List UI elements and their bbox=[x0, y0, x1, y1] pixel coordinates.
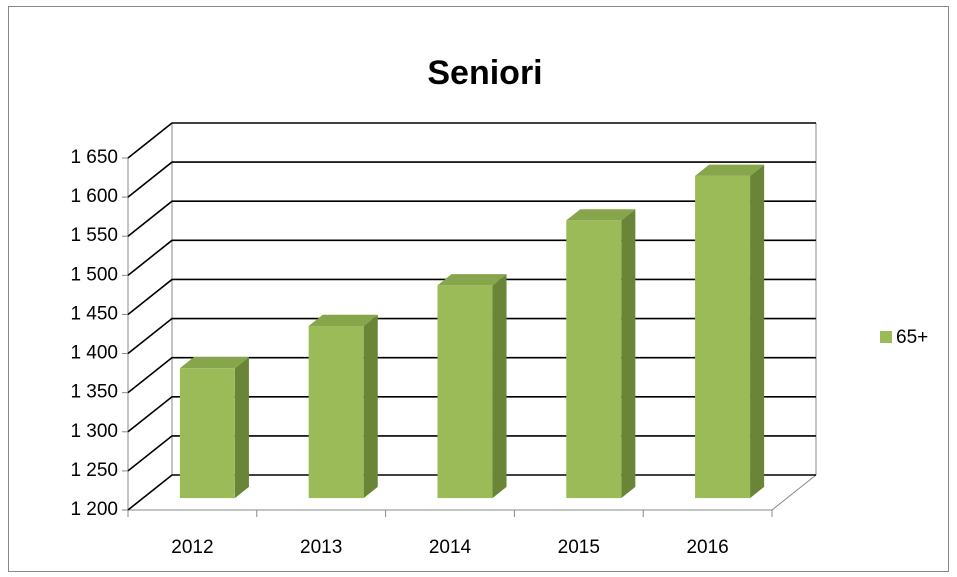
bar bbox=[437, 274, 507, 499]
bar-side bbox=[492, 274, 507, 499]
bar-top bbox=[437, 274, 507, 286]
grid-line bbox=[127, 122, 816, 159]
chart-title: Seniori bbox=[427, 54, 542, 92]
bar-top bbox=[179, 357, 249, 369]
bar-side bbox=[621, 209, 636, 499]
y-tick-label: 1 400 bbox=[70, 343, 118, 364]
bar-front bbox=[308, 326, 364, 499]
x-tick-label: 2015 bbox=[558, 537, 600, 558]
bar-front bbox=[437, 285, 493, 499]
y-tick-label: 1 250 bbox=[70, 460, 118, 481]
grid-line bbox=[127, 161, 816, 198]
bar-top bbox=[308, 314, 378, 327]
y-tick-label: 1 500 bbox=[70, 264, 118, 285]
bar-front bbox=[179, 368, 235, 499]
x-tick-label: 2016 bbox=[686, 537, 728, 558]
y-tick-label: 1 450 bbox=[70, 303, 118, 324]
bar-top bbox=[695, 164, 765, 176]
y-tick-label: 1 200 bbox=[70, 499, 118, 520]
bar-front bbox=[566, 220, 622, 499]
bar-top bbox=[566, 209, 636, 221]
y-tick-label: 1 350 bbox=[70, 382, 118, 403]
legend-label: 65+ bbox=[896, 327, 928, 348]
grid-line bbox=[127, 200, 816, 237]
x-tick-label: 2012 bbox=[171, 537, 213, 558]
y-tick-label: 1 300 bbox=[70, 421, 118, 442]
bar bbox=[179, 357, 249, 499]
y-tick-label: 1 600 bbox=[70, 186, 118, 207]
bar-side bbox=[234, 357, 249, 499]
x-tick-label: 2013 bbox=[300, 537, 342, 558]
bar bbox=[308, 314, 378, 499]
bar bbox=[695, 164, 765, 499]
bar-side bbox=[750, 164, 765, 499]
bar bbox=[566, 209, 636, 499]
bar-front bbox=[695, 175, 751, 499]
floor-edge bbox=[771, 474, 817, 511]
y-tick-label: 1 650 bbox=[70, 147, 118, 168]
y-tick-label: 1 550 bbox=[70, 225, 118, 246]
x-tick-label: 2014 bbox=[429, 537, 472, 558]
legend-swatch bbox=[880, 331, 892, 343]
bar-side bbox=[363, 314, 378, 499]
